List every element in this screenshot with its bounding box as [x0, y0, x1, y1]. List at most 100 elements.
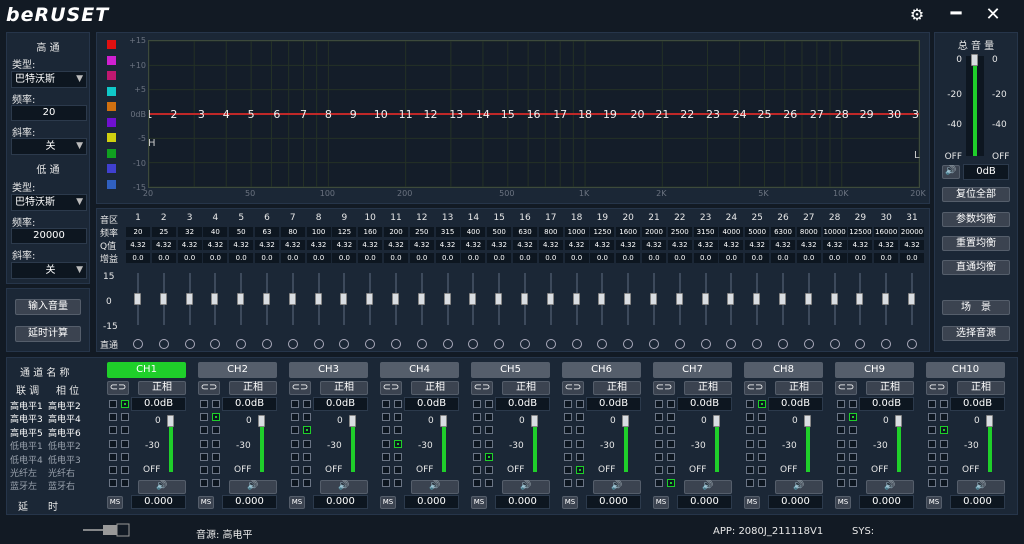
eq-band-bypass-radio[interactable] — [210, 339, 221, 349]
eq-freq-cell[interactable]: 8000 — [796, 227, 821, 237]
channel-fader-knob[interactable] — [167, 415, 174, 427]
mute-button[interactable]: MS — [653, 496, 669, 509]
input-mix-checkbox[interactable] — [394, 413, 402, 422]
input-mix-checkbox[interactable] — [576, 426, 584, 435]
eq-freq-cell[interactable]: 160 — [358, 227, 383, 237]
channel-delay-value[interactable]: 0.000 — [586, 495, 641, 509]
input-mix-checkbox[interactable] — [109, 479, 117, 488]
phase-button[interactable]: 正相 — [866, 381, 914, 395]
eq-band-fader-knob[interactable] — [675, 293, 683, 305]
eq-band-bypass-radio[interactable] — [158, 339, 169, 349]
eq-gain-cell[interactable]: 0.0 — [151, 253, 176, 263]
channel-delay-value[interactable]: 0.000 — [404, 495, 459, 509]
eq-q-cell[interactable]: 4.32 — [900, 240, 924, 250]
mute-button[interactable]: MS — [835, 496, 851, 509]
mute-button[interactable]: MS — [107, 496, 123, 509]
phase-button[interactable]: 正相 — [593, 381, 641, 395]
input-mix-checkbox[interactable] — [394, 466, 402, 474]
channel-select-button[interactable]: CH4 — [380, 362, 459, 378]
eq-band-bypass-radio[interactable] — [468, 339, 479, 349]
eq-q-cell[interactable]: 4.32 — [229, 240, 254, 250]
eq-gain-cell[interactable]: 0.0 — [693, 253, 718, 263]
input-mix-checkbox[interactable] — [564, 426, 572, 435]
speaker-icon[interactable]: 🔊 — [957, 480, 1005, 494]
speaker-icon[interactable]: 🔊 — [320, 480, 368, 494]
eq-freq-cell[interactable]: 400 — [461, 227, 486, 237]
eq-band-bypass-radio[interactable] — [339, 339, 350, 349]
eq-band-fader-knob[interactable] — [263, 293, 270, 305]
input-mix-checkbox[interactable] — [109, 400, 117, 408]
direct-eq-button[interactable]: 直通均衡 — [942, 260, 1010, 275]
mute-button[interactable]: MS — [562, 496, 578, 509]
input-volume-button[interactable]: 输入音量 — [15, 299, 81, 315]
eq-freq-cell[interactable]: 2000 — [642, 227, 666, 237]
input-mix-checkbox[interactable] — [667, 466, 675, 474]
input-mix-checkbox[interactable] — [212, 400, 220, 408]
input-mix-checkbox[interactable] — [667, 426, 675, 435]
input-mix-checkbox[interactable] — [564, 413, 572, 422]
eq-freq-cell[interactable]: 25 — [151, 227, 176, 237]
channel-color-swatch[interactable] — [107, 164, 116, 173]
eq-q-cell[interactable]: 4.32 — [203, 240, 228, 250]
input-mix-checkbox[interactable] — [837, 400, 845, 408]
channel-delay-value[interactable]: 0.000 — [677, 495, 732, 509]
input-mix-checkbox[interactable] — [109, 413, 117, 422]
link-icon[interactable]: ⊂⊃ — [380, 381, 402, 395]
eq-freq-cell[interactable]: 16000 — [874, 227, 899, 237]
eq-band-bypass-radio[interactable] — [571, 339, 582, 349]
channel-fader-knob[interactable] — [895, 415, 902, 427]
eq-gain-cell[interactable]: 0.0 — [538, 253, 563, 263]
eq-freq-cell[interactable]: 4000 — [719, 227, 744, 237]
input-mix-checkbox[interactable] — [212, 479, 220, 488]
eq-band-fader-knob[interactable] — [366, 293, 374, 305]
eq-band-bypass-radio[interactable] — [236, 339, 247, 349]
speaker-icon[interactable]: 🔊 — [411, 480, 459, 494]
channel-color-swatch[interactable] — [107, 40, 116, 49]
input-mix-checkbox[interactable] — [928, 452, 936, 461]
mute-button[interactable]: MS — [198, 496, 214, 509]
eq-band-fader-knob[interactable] — [237, 293, 245, 305]
input-mix-checkbox[interactable] — [394, 400, 402, 408]
eq-q-cell[interactable]: 4.32 — [745, 240, 770, 250]
eq-q-cell[interactable]: 4.32 — [771, 240, 795, 250]
input-mix-checkbox[interactable] — [837, 452, 845, 461]
input-mix-checkbox[interactable] — [849, 466, 857, 474]
input-mix-checkbox[interactable] — [576, 400, 584, 408]
input-mix-checkbox[interactable] — [200, 400, 208, 408]
channel-delay-value[interactable]: 0.000 — [950, 495, 1005, 509]
eq-gain-cell[interactable]: 0.0 — [332, 253, 357, 263]
channel-delay-value[interactable]: 0.000 — [313, 495, 368, 509]
input-mix-checkbox[interactable] — [940, 439, 948, 448]
channel-delay-value[interactable]: 0.000 — [131, 495, 186, 509]
channel-fader-knob[interactable] — [622, 415, 629, 427]
channel-select-button[interactable]: CH3 — [289, 362, 368, 378]
input-mix-checkbox[interactable] — [746, 413, 754, 422]
phase-button[interactable]: 正相 — [411, 381, 459, 395]
eq-band-bypass-radio[interactable] — [752, 339, 763, 349]
eq-freq-cell[interactable]: 10000 — [822, 227, 847, 237]
input-mix-checkbox[interactable] — [655, 426, 663, 435]
channel-select-button[interactable]: CH9 — [835, 362, 914, 378]
input-mix-checkbox[interactable] — [121, 426, 129, 435]
input-mix-checkbox[interactable] — [655, 466, 663, 474]
channel-select-button[interactable]: CH7 — [653, 362, 732, 378]
link-icon[interactable]: ⊂⊃ — [471, 381, 493, 395]
channel-select-button[interactable]: CH2 — [198, 362, 277, 378]
eq-band-bypass-radio[interactable] — [287, 339, 298, 349]
eq-freq-cell[interactable]: 800 — [538, 227, 563, 237]
channel-fader-knob[interactable] — [531, 415, 538, 427]
input-mix-checkbox[interactable] — [746, 426, 754, 435]
input-mix-checkbox[interactable] — [303, 426, 311, 435]
link-icon[interactable]: ⊂⊃ — [107, 381, 129, 395]
input-mix-checkbox[interactable] — [940, 466, 948, 474]
lp-type-select[interactable]: 巴特沃斯 ▼ — [11, 194, 87, 211]
eq-band-bypass-radio[interactable] — [262, 339, 272, 349]
input-mix-checkbox[interactable] — [928, 413, 936, 422]
eq-q-cell[interactable]: 4.32 — [693, 240, 718, 250]
input-mix-checkbox[interactable] — [303, 452, 311, 461]
channel-color-swatch[interactable] — [107, 86, 116, 96]
link-icon[interactable]: ⊂⊃ — [562, 381, 584, 395]
param-eq-button[interactable]: 参数均衡 — [942, 212, 1010, 227]
eq-freq-cell[interactable]: 40 — [203, 227, 228, 237]
eq-gain-cell[interactable]: 0.0 — [384, 253, 408, 263]
